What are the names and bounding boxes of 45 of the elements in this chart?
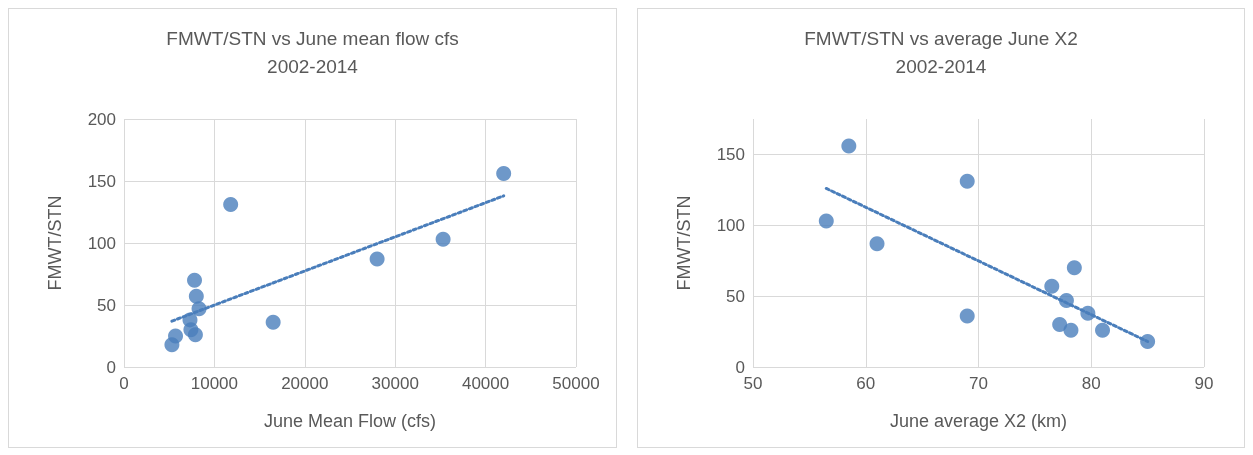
x-axis-title: June average X2 (km): [889, 411, 1068, 431]
point: [1066, 260, 1082, 276]
point: [187, 272, 203, 288]
chart-title: FMWT/STN vs June mean flow cfs 2002-2014: [166, 27, 459, 77]
y-tick-label: 100: [716, 215, 745, 235]
x-tick-label: 0: [119, 374, 129, 393]
point: [1052, 316, 1068, 332]
point: [187, 327, 203, 343]
x-axis-title: June Mean Flow (cfs): [263, 411, 437, 431]
y-tick-label: 0: [106, 357, 116, 377]
point: [959, 308, 975, 324]
x-tick-label: 20000: [281, 374, 329, 393]
y-axis-title: FMWT/STN: [45, 195, 65, 291]
point: [1044, 278, 1060, 294]
x-tick-label: 40000: [461, 374, 510, 393]
point: [818, 213, 834, 229]
point: [869, 236, 885, 252]
point: [265, 314, 281, 330]
point: [1095, 322, 1111, 338]
point: [435, 231, 451, 247]
y-tick-label: 50: [726, 286, 745, 306]
y-tick-label: 150: [87, 171, 116, 191]
y-axis-title: FMWT/STN: [674, 195, 694, 291]
x-tick-label: 10000: [190, 374, 239, 393]
x-tick-label: 60: [856, 374, 876, 393]
point: [164, 337, 180, 353]
y-tick-label: 200: [87, 109, 116, 129]
x-tick-label: 30000: [371, 374, 419, 393]
y-tick-label: 0: [735, 357, 745, 377]
chart-title: FMWT/STN vs average June X2 2002-2014: [804, 27, 1078, 77]
point: [223, 197, 239, 213]
point: [959, 173, 975, 189]
x-tick-label: 90: [1194, 374, 1214, 393]
x-tick-label: 50000: [552, 374, 600, 393]
point: [1063, 322, 1079, 338]
y-tick-label: 150: [716, 144, 745, 164]
x-tick-label: 50: [743, 374, 763, 393]
point: [369, 251, 385, 267]
x-tick-label: 70: [969, 374, 988, 393]
x-tick-label: 80: [1081, 374, 1101, 393]
point: [188, 288, 204, 304]
y-tick-label: 50: [97, 295, 116, 315]
y-tick-label: 100: [87, 233, 116, 253]
point: [496, 166, 512, 182]
point: [841, 138, 857, 154]
